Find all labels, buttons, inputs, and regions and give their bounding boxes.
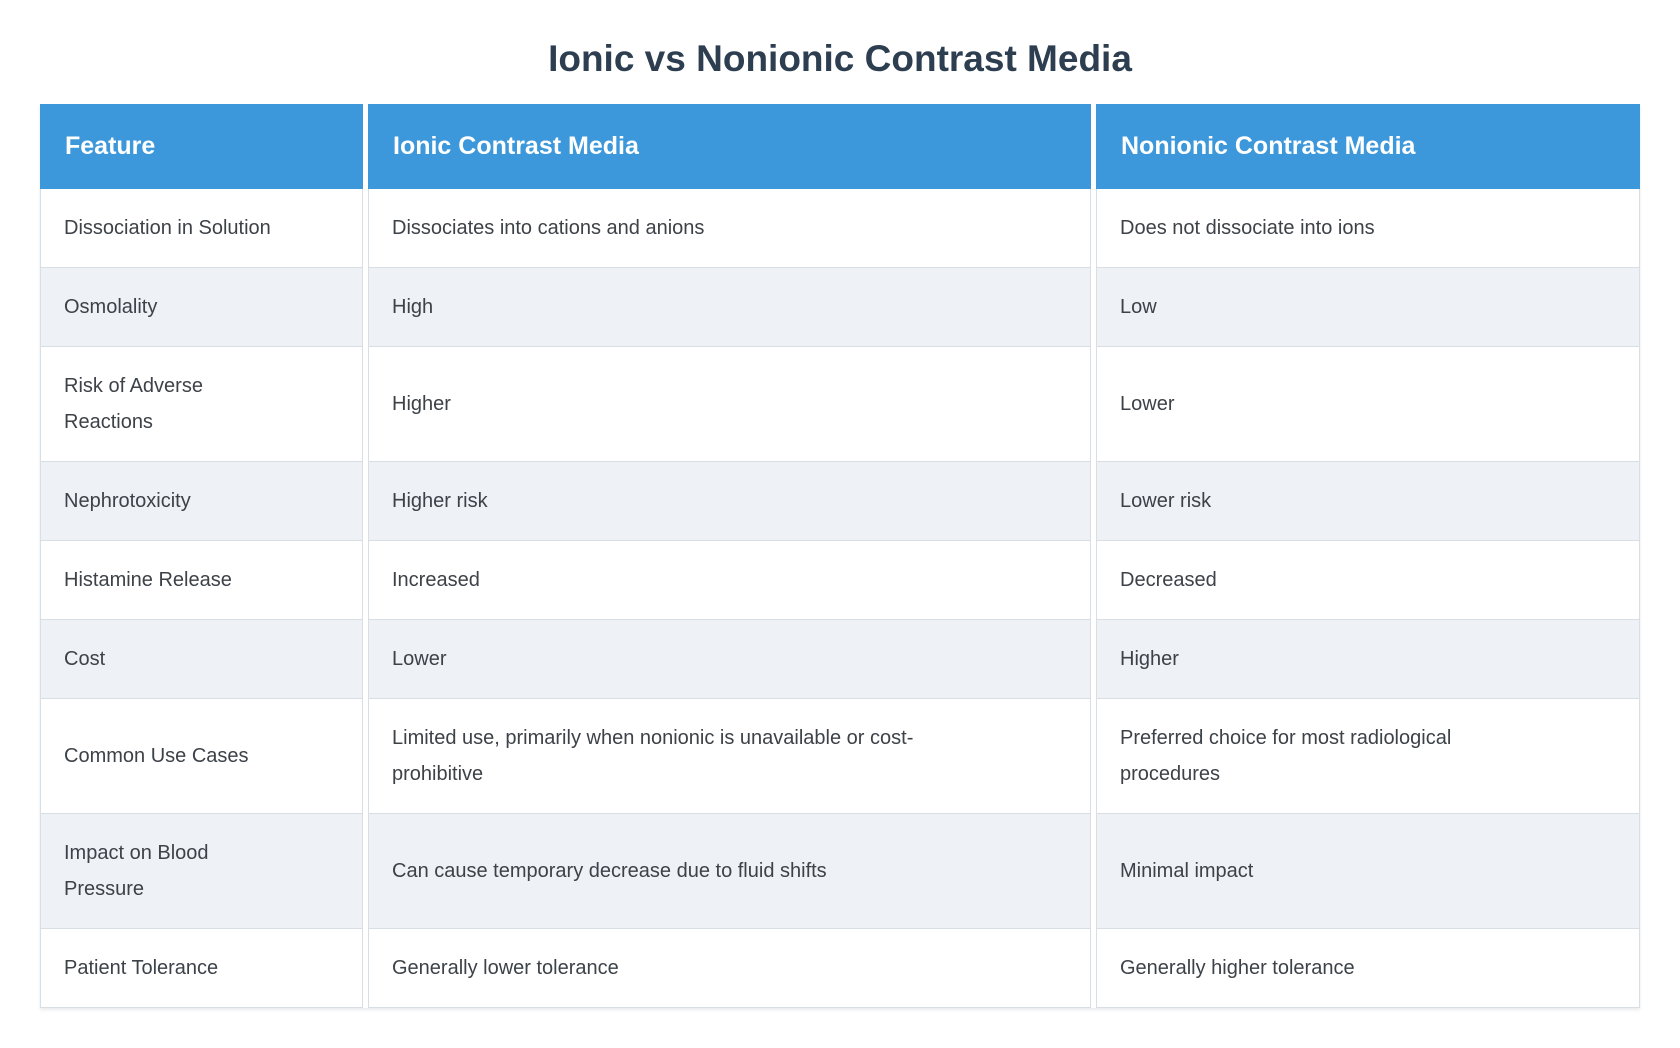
ionic-cell: Can cause temporary decrease due to flui… <box>368 814 1091 929</box>
ionic-cell: Higher <box>368 347 1091 462</box>
page: Ionic vs Nonionic Contrast Media Feature… <box>40 38 1640 1008</box>
feature-cell: Impact on Blood Pressure <box>40 814 363 929</box>
table-header-row: Feature Ionic Contrast Media Nonionic Co… <box>40 104 1640 189</box>
ionic-cell: Higher risk <box>368 462 1091 541</box>
feature-cell: Cost <box>40 620 363 699</box>
column-header-nonionic: Nonionic Contrast Media <box>1096 104 1640 189</box>
nonionic-cell: Higher <box>1096 620 1640 699</box>
feature-cell: Dissociation in Solution <box>40 189 363 268</box>
feature-cell: Common Use Cases <box>40 699 363 814</box>
feature-cell: Risk of Adverse Reactions <box>40 347 363 462</box>
table-row: Common Use Cases Limited use, primarily … <box>40 699 1640 814</box>
feature-cell: Histamine Release <box>40 541 363 620</box>
nonionic-cell: Lower risk <box>1096 462 1640 541</box>
table-row: Cost Lower Higher <box>40 620 1640 699</box>
ionic-cell: Limited use, primarily when nonionic is … <box>368 699 1091 814</box>
ionic-cell: Lower <box>368 620 1091 699</box>
ionic-cell: Increased <box>368 541 1091 620</box>
nonionic-cell: Preferred choice for most radiological p… <box>1096 699 1640 814</box>
table-row: Patient Tolerance Generally lower tolera… <box>40 929 1640 1008</box>
table-row: Impact on Blood Pressure Can cause tempo… <box>40 814 1640 929</box>
table-row: Histamine Release Increased Decreased <box>40 541 1640 620</box>
table-row: Nephrotoxicity Higher risk Lower risk <box>40 462 1640 541</box>
nonionic-cell: Minimal impact <box>1096 814 1640 929</box>
feature-cell: Osmolality <box>40 268 363 347</box>
ionic-cell: Generally lower tolerance <box>368 929 1091 1008</box>
column-header-feature: Feature <box>40 104 363 189</box>
feature-cell: Nephrotoxicity <box>40 462 363 541</box>
nonionic-cell: Low <box>1096 268 1640 347</box>
nonionic-cell: Decreased <box>1096 541 1640 620</box>
nonionic-cell: Does not dissociate into ions <box>1096 189 1640 268</box>
ionic-cell: High <box>368 268 1091 347</box>
nonionic-cell: Lower <box>1096 347 1640 462</box>
comparison-table: Feature Ionic Contrast Media Nonionic Co… <box>40 104 1640 1008</box>
page-title: Ionic vs Nonionic Contrast Media <box>548 38 1132 79</box>
nonionic-cell: Generally higher tolerance <box>1096 929 1640 1008</box>
table-row: Dissociation in Solution Dissociates int… <box>40 189 1640 268</box>
column-header-ionic: Ionic Contrast Media <box>368 104 1091 189</box>
ionic-cell: Dissociates into cations and anions <box>368 189 1091 268</box>
table-row: Osmolality High Low <box>40 268 1640 347</box>
feature-cell: Patient Tolerance <box>40 929 363 1008</box>
table-row: Risk of Adverse Reactions Higher Lower <box>40 347 1640 462</box>
